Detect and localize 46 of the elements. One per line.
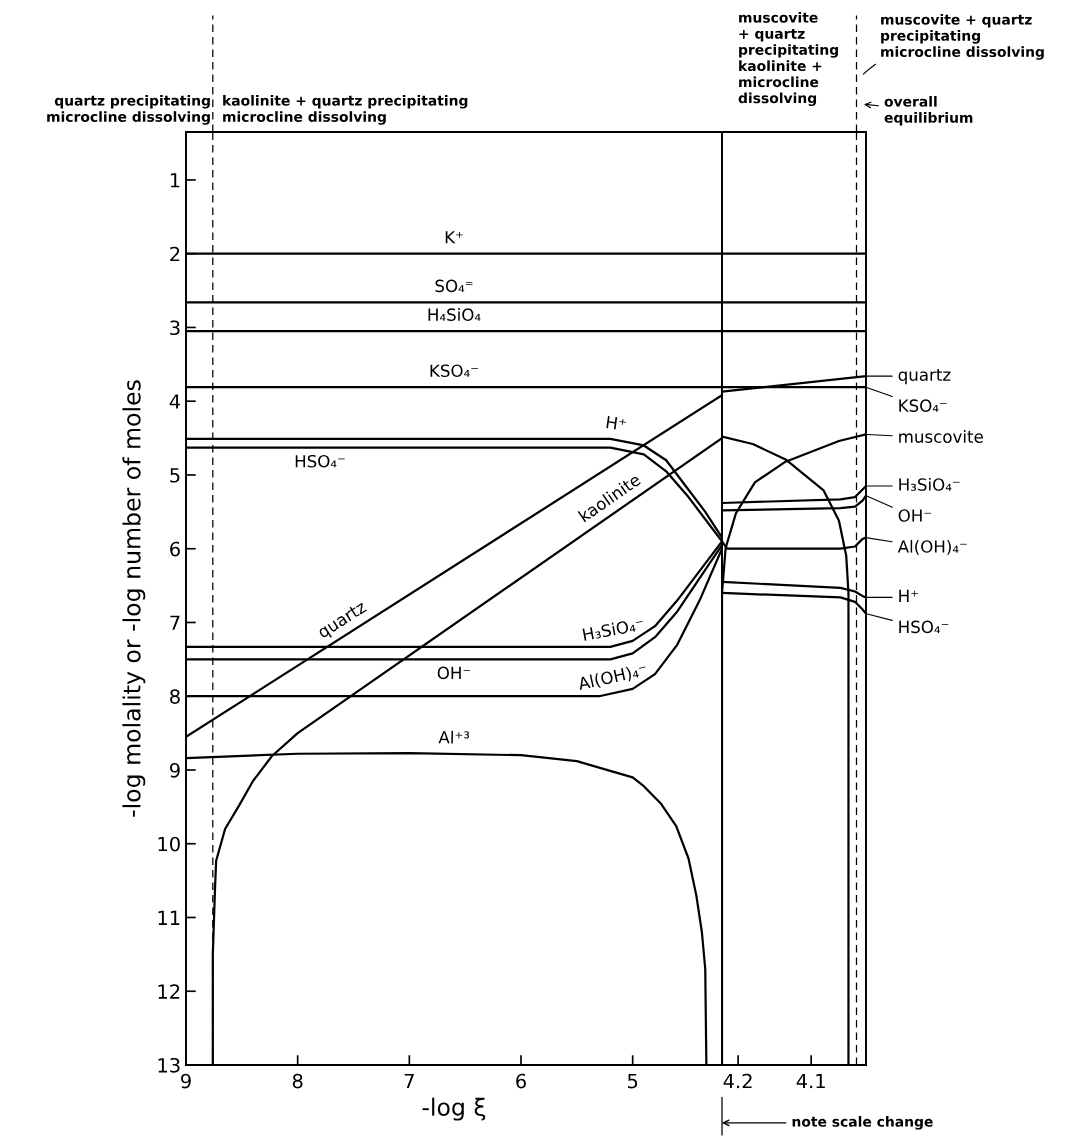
text: muscovite + quartz precipitating microcline dissolving — [881, 14, 1044, 60]
x-tick-label: 4.2 — [723, 1073, 752, 1089]
x-tick-label: 8 — [292, 1073, 303, 1089]
text: Al(OH)₄⁻ — [577, 662, 648, 693]
y-tick-label: 6 — [170, 541, 180, 557]
x-tick-label: 6 — [516, 1073, 526, 1089]
y-tick-label: 11 — [158, 910, 180, 925]
y-tick-label: 5 — [170, 468, 180, 483]
x-tick-label: 4.1 — [796, 1073, 825, 1089]
text: note scale change — [792, 1116, 933, 1130]
series-label: Al⁺³ — [438, 730, 470, 744]
legend-label: HSO₄⁻ — [899, 620, 949, 634]
series-label: OH⁻ — [437, 666, 471, 680]
y-tick-label: 4 — [169, 394, 181, 409]
series-label: KSO₄⁻ — [430, 364, 478, 378]
x-axis-title: -log ξ — [422, 1097, 486, 1121]
text: OH⁻ — [898, 509, 932, 522]
series-label: HSO₄⁻ — [295, 454, 345, 468]
y-tick-label: 1 — [170, 173, 180, 188]
series-label: K⁺ — [445, 231, 463, 244]
series-label: SO₄⁼ — [435, 279, 473, 293]
text: quartz precipitating microcline dissolving — [47, 95, 210, 125]
y-tick-label: 13 — [158, 1057, 180, 1073]
y-tick-label: 9 — [169, 762, 180, 778]
text: KSO₄⁻ — [899, 399, 947, 412]
legend-label: muscovite — [899, 430, 983, 443]
series-label: H₄SiO₄ — [428, 308, 481, 321]
legend-label: H⁺ — [899, 589, 918, 602]
text: overall equilibrium — [884, 96, 973, 126]
text: H₃SiO₄⁻ — [582, 617, 645, 642]
y-tick-label: 8 — [170, 689, 180, 704]
legend-label: Al(OH)₄⁻ — [897, 539, 967, 555]
y-tick-label: 3 — [170, 320, 180, 336]
x-tick-label: 7 — [404, 1073, 414, 1089]
y-axis-title: -log molality or -log number of moles — [122, 380, 146, 817]
x-tick-label: 9 — [181, 1073, 191, 1089]
y-tick-label: 2 — [170, 246, 180, 262]
y-tick-label: 7 — [170, 615, 180, 630]
x-tick-label: 5 — [627, 1073, 638, 1089]
y-tick-label: 12 — [158, 984, 180, 999]
legend-label: H₃SiO₄⁻ — [899, 477, 960, 491]
legend-label: quartz — [898, 369, 951, 385]
text: H⁺ — [606, 416, 627, 431]
text: muscovite + quartz precipitating kaolinite + microcline dissolving — [738, 12, 838, 107]
text: kaolinite + quartz precipitating microcline dissolving — [223, 95, 468, 125]
y-tick-label: 10 — [158, 836, 180, 852]
